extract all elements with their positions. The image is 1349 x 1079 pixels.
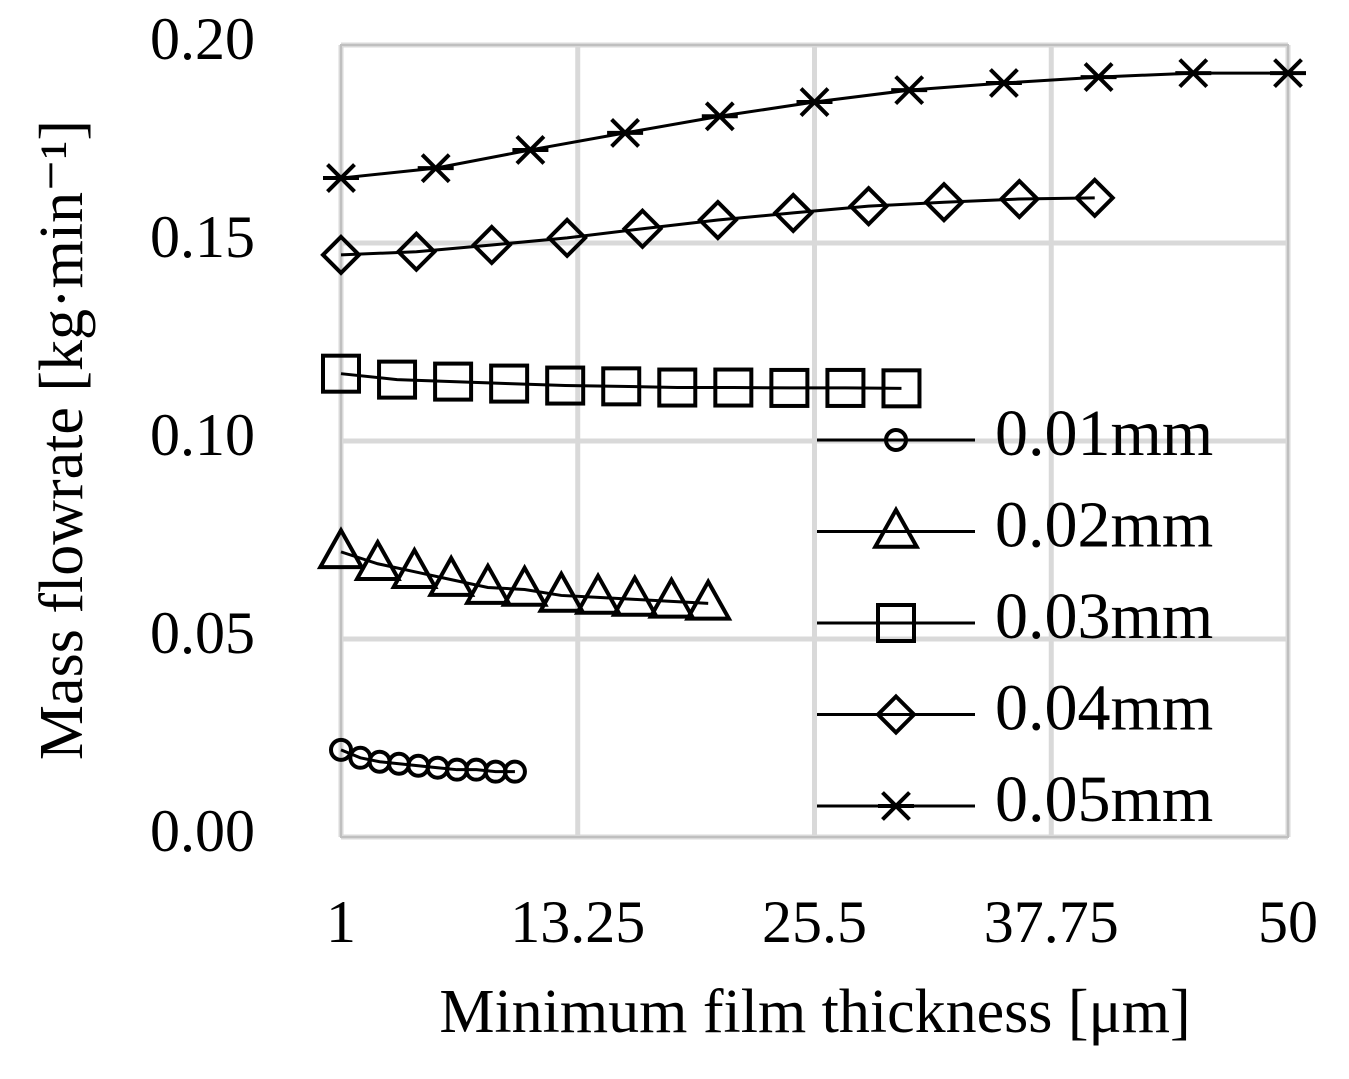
- data-point: [796, 87, 833, 117]
- data-point: [607, 117, 644, 148]
- plot-border: [340, 44, 1289, 838]
- data-point: [323, 163, 359, 193]
- data-point: [1270, 58, 1306, 89]
- data-point: [769, 367, 810, 408]
- data-point: [647, 575, 696, 619]
- y-axis-label: Mass flowrate [kg·min⁻¹]: [28, 120, 96, 760]
- y-tick-label: 0.05: [150, 600, 255, 666]
- data-point: [489, 363, 530, 404]
- data-point: [923, 181, 965, 224]
- legend-marker: [871, 505, 921, 549]
- data-point: [321, 353, 361, 394]
- data-point: [825, 367, 866, 408]
- legend-marker: [876, 603, 916, 643]
- legend-label: 0.03mm: [995, 580, 1213, 653]
- data-point: [463, 561, 512, 605]
- data-point: [657, 367, 698, 408]
- data-point: [985, 68, 1022, 98]
- y-tick-label: 0.10: [150, 402, 255, 468]
- data-point: [1073, 177, 1116, 219]
- data-point: [998, 178, 1041, 220]
- legend-marker: [884, 428, 908, 452]
- data-point: [701, 101, 738, 132]
- data-point: [891, 75, 928, 106]
- x-tick-label: 50: [1258, 889, 1318, 955]
- x-tick-label: 13.25: [510, 889, 645, 955]
- data-point: [395, 230, 438, 273]
- data-point: [316, 526, 366, 570]
- data-point: [427, 553, 476, 597]
- y-tick-label: 0.20: [150, 6, 255, 72]
- data-point: [500, 563, 549, 607]
- legend-marker: [875, 693, 917, 736]
- data-point: [1080, 62, 1117, 92]
- data-point: [329, 737, 353, 762]
- data-point: [512, 135, 549, 165]
- data-point: [433, 361, 474, 402]
- data-point: [470, 224, 513, 266]
- data-point: [684, 577, 733, 621]
- data-point: [545, 365, 586, 406]
- data-point: [573, 571, 623, 615]
- data-point: [537, 569, 586, 613]
- y-tick-label: 0.00: [150, 798, 255, 864]
- data-point: [847, 185, 890, 228]
- data-point: [697, 199, 739, 241]
- legend-label: 0.01mm: [995, 397, 1213, 470]
- legend-label: 0.04mm: [995, 672, 1213, 745]
- x-tick-label: 25.5: [762, 889, 867, 955]
- legend-marker: [878, 791, 914, 821]
- data-point: [390, 545, 439, 589]
- data-point: [377, 359, 418, 400]
- data-point: [1175, 58, 1212, 89]
- series-line: [340, 196, 1095, 257]
- legend-label: 0.02mm: [995, 489, 1213, 562]
- data-point: [417, 153, 454, 184]
- data-point: [353, 538, 402, 582]
- data-point: [546, 217, 588, 259]
- data-point: [772, 192, 815, 234]
- data-point: [320, 234, 362, 276]
- x-tick-label: 1: [326, 889, 356, 955]
- series-line: [340, 372, 902, 390]
- data-point: [610, 573, 659, 617]
- data-point: [713, 367, 754, 408]
- legend-label: 0.05mm: [995, 763, 1213, 836]
- x-tick-label: 37.75: [984, 889, 1119, 955]
- y-tick-label: 0.15: [150, 204, 255, 270]
- data-point: [502, 759, 527, 784]
- data-point: [881, 368, 922, 409]
- data-point: [601, 366, 642, 407]
- x-axis-label: Minimum film thickness [μm]: [439, 978, 1190, 1046]
- data-point: [621, 207, 664, 250]
